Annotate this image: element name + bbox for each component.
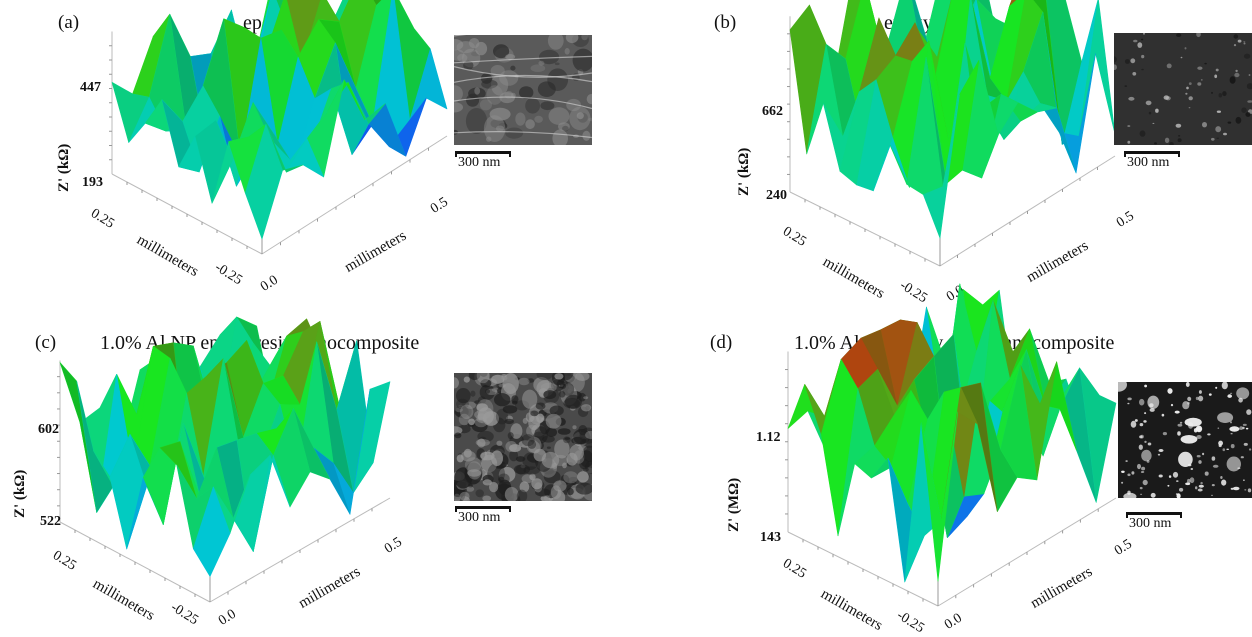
panel-a: (a) epoxy resin 447 193 Z' (kΩ) 0.25 mil… — [0, 0, 600, 300]
z-min-tick: 143 — [760, 530, 781, 545]
surface-mesh — [59, 316, 391, 577]
sem-micrograph-image — [454, 373, 592, 501]
scale-bar: 300 nm — [455, 151, 511, 173]
sem-texture — [1114, 33, 1252, 145]
sem-texture — [1118, 382, 1252, 498]
z-max-tick: 602 — [38, 422, 59, 437]
surface-plot — [785, 283, 1117, 607]
sem-texture — [454, 373, 592, 501]
panel-b: (b) epoxy paint 662 240 Z' (kΩ) 0.25 mil… — [626, 0, 1252, 310]
z-axis-label: Z' (kΩ) — [12, 469, 28, 518]
panel-label: (a) — [58, 12, 80, 33]
surface-mesh — [789, 0, 1116, 239]
surface-mesh — [111, 0, 448, 240]
panel-label: (c) — [35, 332, 57, 353]
z-min-tick: 240 — [766, 188, 787, 203]
plot-axes — [57, 360, 391, 603]
z-max-tick: 447 — [80, 80, 101, 95]
scale-bar: 300 nm — [1124, 151, 1180, 173]
z-axis-label: Z' (kΩ) — [56, 143, 72, 192]
surface-plot — [57, 316, 391, 603]
surface-mesh — [787, 283, 1117, 583]
scale-bar: 300 nm — [455, 506, 511, 528]
z-min-tick: 193 — [82, 175, 103, 190]
z-axis-label: Z' (MΩ) — [726, 477, 742, 532]
panel-c: (c) 1.0% Al NP epoxy resin nanocomposite… — [0, 316, 600, 629]
sem-micrograph-image — [1118, 382, 1252, 498]
sem-micrograph-image — [1114, 33, 1252, 145]
sem-texture — [454, 35, 592, 145]
sem-micrograph-image — [454, 35, 592, 145]
z-axis-label: Z' (kΩ) — [736, 147, 752, 196]
z-min-tick: 522 — [40, 514, 61, 529]
scale-bar: 300 nm — [1126, 512, 1182, 534]
sem-background — [1114, 33, 1252, 145]
panel-label: (b) — [714, 12, 737, 33]
plot-axes — [109, 31, 448, 255]
surface-plot — [109, 0, 448, 255]
panel-d: (d) 1.0% Al NP epoxy paint nanocomposite… — [626, 283, 1252, 636]
panel-label: (d) — [710, 332, 733, 353]
surface-plot — [787, 0, 1116, 267]
z-max-tick: 1.12 — [756, 430, 781, 445]
z-max-tick: 662 — [762, 104, 783, 119]
